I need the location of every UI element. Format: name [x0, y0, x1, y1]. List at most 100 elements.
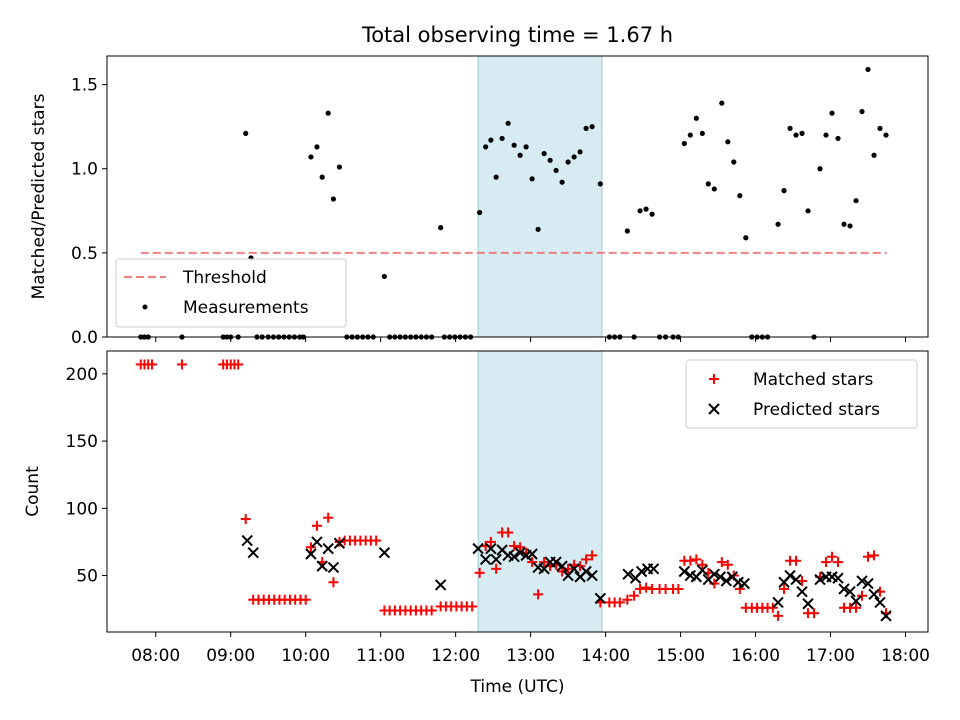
measurement-point — [643, 206, 649, 212]
cross-b — [796, 585, 808, 598]
predicted-star-point — [832, 572, 844, 584]
ratio-panel: 0.0 0.5 1.0 1.5 Total observing time = 1.67… — [29, 23, 929, 348]
predicted-star-point — [247, 546, 259, 559]
predicted-star-point — [880, 610, 892, 622]
measurement-point — [583, 125, 589, 131]
cross-b — [594, 592, 607, 605]
predicted-star-point — [772, 596, 784, 609]
measurement-point — [523, 144, 529, 150]
matched-star-point — [722, 559, 733, 570]
y-tick-label: 0.0 — [71, 328, 98, 348]
measurement-point — [865, 66, 871, 73]
chart-title: Total observing time = 1.67 h — [361, 23, 673, 47]
predicted-star-point — [316, 560, 328, 572]
cross-b — [635, 565, 648, 578]
predicted-star-point — [720, 575, 733, 587]
predicted-stars-series — [241, 534, 892, 622]
predicted-star-point — [526, 548, 538, 560]
y-tick-label: 100 — [66, 499, 98, 519]
measurement-point — [775, 221, 781, 227]
x-tick-label: 10:00 — [281, 646, 330, 666]
predicted-star-point — [862, 577, 874, 590]
top-x-ticks — [155, 337, 907, 342]
cross-b — [556, 560, 568, 572]
legend-predicted-label: Predicted stars — [753, 400, 880, 420]
x-tick-label: 08:00 — [131, 646, 180, 666]
predicted-star-point — [844, 585, 856, 598]
matched-star-point — [527, 557, 538, 568]
matched-star-point — [851, 602, 862, 613]
matched-star-point — [821, 557, 832, 568]
legend-x-marker — [708, 403, 720, 415]
matched-star-point — [426, 605, 437, 616]
cross-b — [714, 571, 727, 583]
matched-star-point — [509, 540, 520, 551]
measurement-point — [517, 152, 523, 158]
matched-star-point — [857, 590, 868, 601]
predicted-star-point — [696, 564, 709, 576]
cross-b — [726, 571, 739, 583]
cross-b — [514, 546, 526, 559]
top-legend-box — [115, 258, 347, 328]
matched-star-point — [635, 583, 646, 594]
matched-star-point — [716, 557, 727, 568]
measurement-point — [571, 154, 577, 160]
x-tick-label: 17:00 — [806, 646, 855, 666]
cross-b — [586, 569, 598, 582]
measurement-point — [711, 186, 717, 192]
matched-star-point — [467, 601, 478, 612]
predicted-star-point — [327, 561, 340, 574]
matched-star-point — [697, 559, 708, 570]
predicted-star-point — [796, 585, 808, 598]
measurement-point — [743, 235, 749, 241]
measurement-point — [535, 226, 541, 232]
cross-b — [868, 588, 880, 601]
measurement-point — [308, 154, 314, 160]
predicted-star-point — [708, 568, 721, 580]
predicted-star-point — [305, 548, 317, 560]
measurement-point — [823, 132, 829, 138]
x-tick-label: 12:00 — [431, 646, 480, 666]
x-tick-label: 14:00 — [581, 646, 630, 666]
top-axes-frame — [106, 55, 929, 338]
measurement-point — [681, 140, 687, 147]
matched-star-point — [863, 551, 874, 562]
measurement-point — [799, 130, 805, 137]
cross-b — [647, 563, 660, 575]
measurement-point — [781, 188, 787, 194]
cross-b — [678, 565, 691, 578]
cross-b — [322, 542, 334, 555]
measurement-point — [731, 159, 737, 165]
matched-star-point — [311, 520, 322, 531]
predicted-star-point — [485, 542, 497, 555]
matched-star-point — [300, 594, 311, 605]
measurement-point — [314, 144, 320, 150]
x-tick-label: 11:00 — [356, 646, 405, 666]
measurement-point — [577, 149, 583, 155]
measurement-point — [725, 139, 731, 145]
matched-star-point — [779, 583, 790, 594]
highlight-span-bottom — [477, 350, 603, 633]
y-tick-label: 0.5 — [71, 244, 98, 264]
y-tick-label: 200 — [66, 365, 98, 385]
measurement-point — [325, 110, 331, 116]
measurement-point — [829, 110, 835, 116]
predicted-star-point — [434, 579, 447, 591]
cross-b — [622, 568, 634, 580]
matched-star-point — [685, 555, 696, 566]
predicted-star-point — [490, 553, 502, 566]
top-y-axis: 0.0 0.5 1.0 1.5 — [71, 76, 107, 348]
measurement-point — [847, 223, 853, 229]
cross-b — [434, 579, 447, 591]
cross-b — [708, 568, 721, 580]
cross-b — [790, 573, 802, 586]
predicted-star-point — [472, 542, 484, 555]
matched-star-point — [146, 359, 157, 370]
matched-star-point — [691, 554, 702, 565]
matched-star-point — [827, 551, 838, 562]
measurement-point — [589, 124, 595, 130]
cross-b — [880, 610, 892, 622]
matched-star-point — [614, 597, 625, 608]
measurement-point — [319, 174, 325, 180]
measurement-point — [483, 144, 489, 150]
